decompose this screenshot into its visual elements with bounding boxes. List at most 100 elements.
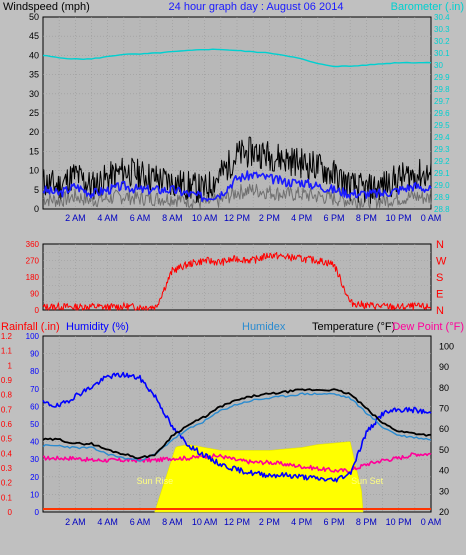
x-tick-label: 8 PM [356,213,377,223]
barometer-tick-label: 29.0 [434,181,450,190]
temperature-tick-label: 70 [439,403,449,413]
direction-degree-ticks: 0 90 180 270 360 [26,240,40,315]
humidity-tick-label: 90 [30,350,39,359]
barometer-tick-label: 30.1 [434,49,450,58]
humidity-tick-label: 70 [30,385,39,394]
x-tick-label: 2 PM [259,517,280,527]
windspeed-axis-ticks: 0 5 10 15 20 25 30 35 40 45 50 [29,12,39,214]
sunset-annotation: Sun Set [351,476,384,486]
x-tick-label: 10 AM [192,517,218,527]
rainfall-tick-label: 0.8 [1,391,13,400]
barometer-tick-label: 30.4 [434,13,450,22]
barometer-tick-label: 29.3 [434,145,450,154]
gust-line [42,136,432,204]
temp-humidity-series [42,371,432,483]
solar-area [43,441,431,513]
rainfall-tick-label: 0.6 [1,420,13,429]
barometer-tick-label: 29.7 [434,97,450,106]
x-tick-label: 2 PM [259,213,280,223]
humidity-tick-label: 20 [30,473,39,482]
wind-baro-series [42,48,432,209]
rainfall-tick-label: 0.4 [1,449,13,458]
windspeed-tick-label: 25 [29,108,39,118]
temperature-tick-label: 50 [439,445,449,455]
barometer-axis-label: Barometer (.in) [391,1,464,13]
wind-direction-grid [43,244,431,310]
x-tick-label: 6 AM [130,213,151,223]
windspeed-tick-label: 35 [29,70,39,80]
humidity-axis-ticks: 0 10 20 30 40 50 60 70 80 90 100 [26,332,40,517]
barometer-line [42,48,432,68]
rainfall-tick-label: 0.7 [1,405,13,414]
temperature-line [42,388,432,460]
humidity-tick-label: 0 [35,508,40,517]
humidity-axis-label: Humidity (%) [66,321,129,333]
chart-title: 24 hour graph day : August 06 2014 [169,1,344,13]
direction-tick-label: 270 [26,257,40,266]
humidity-tick-label: 100 [26,332,40,341]
compass-label: N [436,239,444,251]
rainfall-axis-label: Rainfall (.in) [1,321,60,333]
x-tick-label: 6 PM [323,517,344,527]
temperature-tick-label: 60 [439,424,449,434]
x-tick-label: 10 AM [192,213,218,223]
humidity-tick-label: 10 [30,490,39,499]
dewpoint-line [42,452,432,474]
x-tick-label: 2 AM [65,213,86,223]
temperature-axis-label: Temperature (°F) [312,321,395,333]
x-tick-label: 8 AM [162,213,183,223]
sunrise-annotation: Sun Rise [137,476,174,486]
humidex-line [42,392,432,462]
windspeed-tick-label: 10 [29,166,39,176]
direction-tick-label: 180 [26,273,40,282]
windspeed-tick-label: 20 [29,127,39,137]
barometer-tick-label: 30.3 [434,25,450,34]
x-tick-label: 4 PM [291,517,312,527]
direction-tick-label: 360 [26,240,40,249]
humidex-label: Humidex [242,321,286,333]
windspeed-tick-label: 50 [29,12,39,22]
humidity-tick-label: 80 [30,367,39,376]
compass-label: E [436,289,443,301]
humidity-line [42,371,432,483]
rainfall-tick-label: 1.2 [1,332,13,341]
rainfall-tick-label: 0.1 [1,493,13,502]
windspeed-tick-label: 45 [29,31,39,41]
barometer-tick-label: 30 [434,61,443,70]
x-tick-label: 4 AM [97,213,118,223]
temperature-tick-label: 40 [439,466,449,476]
temperature-tick-label: 30 [439,486,449,496]
wind-direction-series [42,252,432,311]
barometer-tick-label: 29.4 [434,133,450,142]
barometer-tick-label: 29.2 [434,157,450,166]
temp-time-axis-ticks: 2 AM 4 AM 6 AM 8 AM 10 AM 12 PM 2 PM 4 PM 6 PM 8 … [65,517,441,527]
rainfall-axis-ticks: 0 0.1 0.2 0.3 0.4 0.5 0.6 0.7 0.8 0.9 1 1.1 1.2 [1,332,13,517]
temperature-tick-label: 80 [439,383,449,393]
temperature-tick-label: 90 [439,362,449,372]
wind-direction-line [42,252,432,311]
rainfall-tick-label: 0.5 [1,435,13,444]
windspeed-tick-label: 40 [29,50,39,60]
x-tick-label: 6 PM [323,213,344,223]
x-tick-label: 8 AM [162,517,183,527]
compass-label: S [436,272,443,284]
rainfall-tick-label: 1 [8,361,13,370]
windspeed-tick-label: 0 [34,204,39,214]
rainfall-tick-label: 0 [8,508,13,517]
windspeed-axis-label: Windspeed (mph) [3,1,90,13]
barometer-tick-label: 29.5 [434,121,450,130]
windspeed-tick-label: 30 [29,89,39,99]
temperature-axis-ticks: 20 30 40 50 60 70 80 90 100 [439,341,454,517]
x-tick-label: 0 AM [421,213,442,223]
windspeed-tick-label: 5 [34,185,39,195]
barometer-tick-label: 29.8 [434,85,450,94]
rainfall-tick-label: 0.3 [1,464,13,473]
barometer-tick-label: 29.6 [434,109,450,118]
windspeed-tick-label: 15 [29,146,39,156]
compass-label: W [436,256,447,268]
temperature-tick-label: 100 [439,341,454,351]
wind-time-axis-ticks: 2 AM 4 AM 6 AM 8 AM 10 AM 12 PM 2 PM 4 PM 6 PM 8 … [65,213,441,223]
barometer-axis-ticks: 28.8 28.9 29.0 29.1 29.2 29.3 29.4 29.5 29.6 29.7… [434,13,450,214]
